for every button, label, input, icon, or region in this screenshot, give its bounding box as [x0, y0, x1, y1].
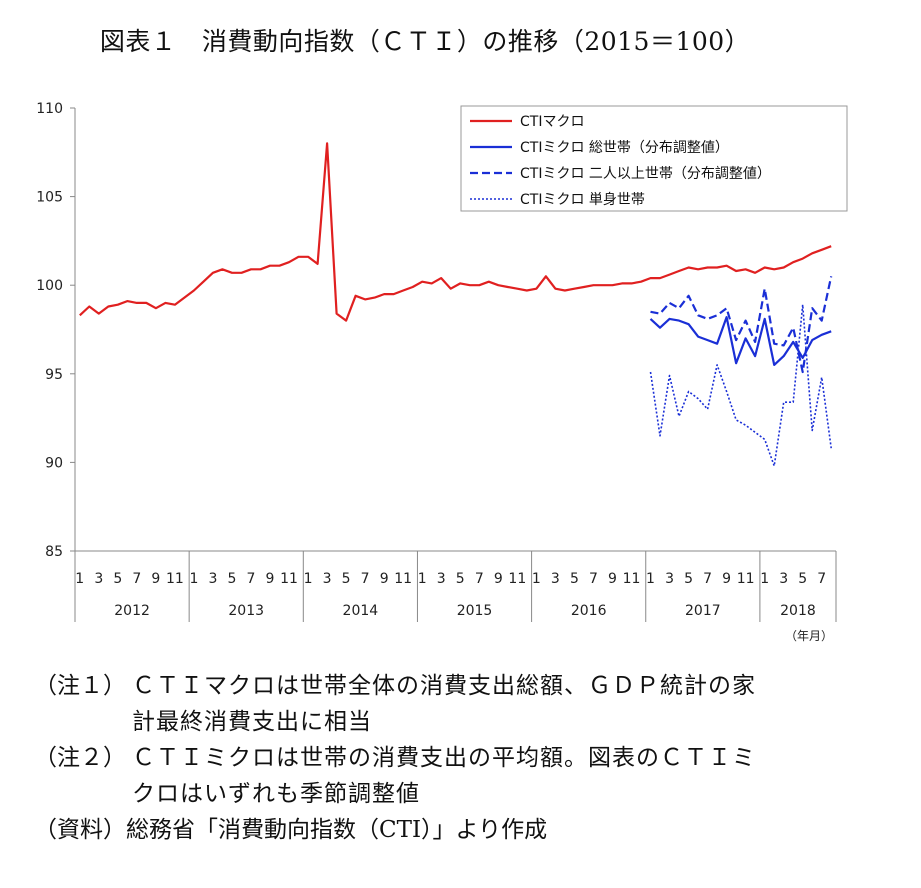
x-month-label: 9 — [266, 571, 275, 587]
x-month-label: 3 — [94, 571, 103, 587]
x-month-label: 5 — [570, 571, 579, 587]
x-month-label: 5 — [456, 571, 465, 587]
note-1-line1: ＣＴＩマクロは世帯全体の消費支出総額、ＧＤＰ統計の家 — [132, 673, 756, 699]
x-month-label: 9 — [151, 571, 160, 587]
chart-legend: CTIマクロ CTIミクロ 総世帯（分布調整値） CTIミクロ 二人以上世帯（分布調… — [460, 105, 848, 212]
series-line-2 — [649, 316, 832, 366]
x-year-label-2012: 2012 — [114, 603, 150, 619]
y-tick-label-105: 105 — [36, 190, 63, 206]
x-month-label: 3 — [665, 571, 674, 587]
note-2: （注２） ＣＴＩミクロは世帯の消費支出の平均額。図表のＣＴＩミ — [34, 740, 894, 776]
note-1-tag: （注１） — [34, 673, 126, 699]
x-month-label: 1 — [304, 571, 313, 587]
x-month-label: 9 — [494, 571, 503, 587]
x-month-label: 5 — [227, 571, 236, 587]
x-month-label: 3 — [323, 571, 332, 587]
series-line-4 — [649, 303, 832, 467]
y-tick-label-100: 100 — [36, 278, 63, 294]
source-note: （資料）総務省「消費動向指数（CTI）」より作成 — [34, 817, 548, 843]
x-month-label: 1 — [75, 571, 84, 587]
x-month-label: 3 — [551, 571, 560, 587]
legend-label-2: CTIミクロ 総世帯（分布調整値） — [520, 140, 729, 156]
x-year-label-2015: 2015 — [457, 603, 493, 619]
note-2-line2: クロはいずれも季節調整値 — [132, 781, 420, 807]
legend-box — [460, 105, 848, 212]
x-month-label: 7 — [589, 571, 598, 587]
x-month-label: 5 — [342, 571, 351, 587]
x-month-label: 11 — [737, 571, 755, 587]
footnotes: （注１） ＣＴＩマクロは世帯全体の消費支出総額、ＧＤＰ統計の家 計最終消費支出に… — [34, 668, 894, 848]
series-line-3 — [650, 276, 833, 374]
x-unit-label: （年月） — [785, 629, 833, 643]
x-month-label: 11 — [394, 571, 412, 587]
x-month-label: 11 — [623, 571, 641, 587]
x-month-label: 7 — [817, 571, 826, 587]
x-year-label-2013: 2013 — [228, 603, 264, 619]
x-month-label: 11 — [280, 571, 298, 587]
x-month-label: 1 — [646, 571, 655, 587]
x-month-label: 9 — [380, 571, 389, 587]
y-tick-label-85: 85 — [45, 544, 63, 560]
legend-label-1: CTIマクロ — [520, 114, 584, 130]
x-month-label: 1 — [532, 571, 541, 587]
x-month-label: 11 — [508, 571, 526, 587]
x-year-label-2018: 2018 — [780, 603, 816, 619]
x-month-label: 7 — [361, 571, 370, 587]
y-tick-label-95: 95 — [45, 367, 63, 383]
x-month-label: 1 — [418, 571, 427, 587]
note-2-tag: （注２） — [34, 745, 126, 771]
x-month-label: 7 — [132, 571, 141, 587]
x-year-label-2016: 2016 — [571, 603, 607, 619]
x-month-label: 9 — [608, 571, 617, 587]
note-1: （注１） ＣＴＩマクロは世帯全体の消費支出総額、ＧＤＰ統計の家 — [34, 668, 894, 704]
x-month-label: 7 — [475, 571, 484, 587]
x-month-label: 3 — [208, 571, 217, 587]
x-month-label: 11 — [166, 571, 184, 587]
series-line-1 — [79, 142, 832, 322]
note-1-line2: 計最終消費支出に相当 — [132, 709, 372, 735]
y-tick-label-110: 110 — [36, 101, 63, 117]
x-month-label: 5 — [798, 571, 807, 587]
x-month-label: 7 — [703, 571, 712, 587]
x-year-label-2017: 2017 — [685, 603, 721, 619]
x-year-label-2014: 2014 — [343, 603, 379, 619]
x-month-label: 5 — [684, 571, 693, 587]
x-month-label: 7 — [247, 571, 256, 587]
chart-title: 図表１ 消費動向指数（ＣＴＩ）の推移（2015＝100） — [99, 27, 751, 56]
x-month-label: 3 — [779, 571, 788, 587]
note-2-line1: ＣＴＩミクロは世帯の消費支出の平均額。図表のＣＴＩミ — [132, 745, 756, 771]
x-month-label: 9 — [722, 571, 731, 587]
chart-series — [79, 142, 833, 467]
x-month-label: 1 — [760, 571, 769, 587]
legend-label-4: CTIミクロ 単身世帯 — [520, 192, 645, 208]
x-month-label: 1 — [189, 571, 198, 587]
y-tick-label-90: 90 — [45, 455, 63, 471]
x-month-label: 3 — [437, 571, 446, 587]
legend-label-3: CTIミクロ 二人以上世帯（分布調整値） — [520, 166, 771, 182]
x-month-label: 5 — [113, 571, 122, 587]
